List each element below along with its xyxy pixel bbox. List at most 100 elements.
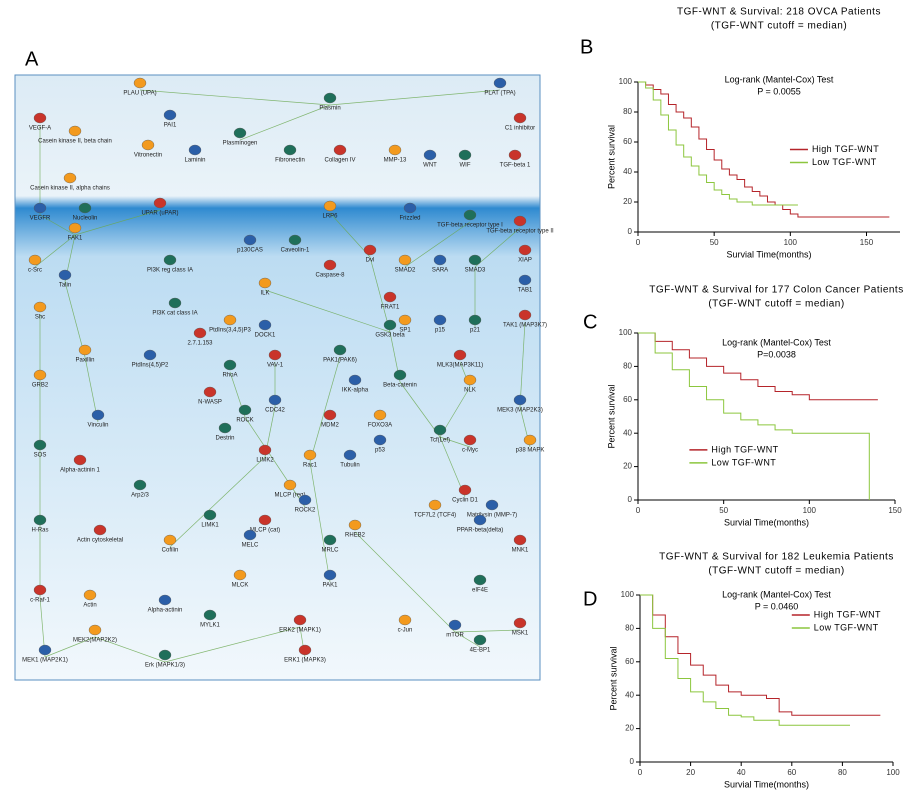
node-label: c-Jun: [398, 628, 413, 634]
pathway-node: [64, 173, 76, 183]
node-label: H-Ras: [31, 528, 48, 534]
x-axis-label: Survial Time(months): [724, 779, 809, 789]
node-label: VEGF-A: [29, 126, 51, 132]
pathway-node: [234, 570, 246, 580]
pathway-node: [134, 480, 146, 490]
y-tick-label: 20: [623, 462, 632, 471]
pathway-node: [284, 145, 296, 155]
y-tick-label: 80: [623, 107, 632, 116]
node-label: p15: [435, 328, 446, 334]
pathway-node: [154, 198, 166, 208]
node-label: Talin: [59, 283, 71, 289]
pathway-node: [194, 328, 206, 338]
pathway-node: [259, 515, 271, 525]
pathway-node: [164, 110, 176, 120]
pathway-node: [404, 203, 416, 213]
node-label: ROCK2: [295, 508, 316, 514]
pathway-node: [434, 425, 446, 435]
pathway-node: [294, 615, 306, 625]
node-label: N-WASP: [198, 400, 222, 406]
y-tick-label: 40: [625, 690, 634, 699]
y-axis-label: Percent survival: [606, 384, 616, 448]
node-label: IKK-alpha: [342, 388, 369, 394]
node-label: Fibronectin: [275, 158, 305, 164]
node-label: WIF: [460, 163, 471, 169]
annotation: P = 0.0055: [757, 86, 801, 96]
panel-label: D: [583, 588, 597, 610]
pathway-node: [34, 302, 46, 312]
x-tick-label: 80: [838, 768, 847, 777]
node-label: FAK1: [68, 236, 83, 242]
pathway-node: [169, 298, 181, 308]
node-label: Arp2/3: [131, 493, 149, 499]
node-label: Erk (MAPK1/3): [145, 663, 185, 669]
x-tick-label: 40: [737, 768, 746, 777]
node-label: Shc: [35, 315, 45, 321]
survival-curve: [638, 82, 798, 205]
pathway-node: [349, 520, 361, 530]
pathway-node: [324, 570, 336, 580]
pathway-node: [269, 395, 281, 405]
node-label: CDC42: [265, 408, 285, 414]
annotation: Log-rank (Mantel-Cox) Test: [722, 589, 831, 599]
pathway-node: [244, 530, 256, 540]
pathway-node: [434, 255, 446, 265]
pathway-node: [189, 145, 201, 155]
pathway-node: [509, 150, 521, 160]
pathway-node: [469, 315, 481, 325]
pathway-node: [334, 345, 346, 355]
pathway-node: [204, 387, 216, 397]
pathway-node: [244, 235, 256, 245]
node-label: c-Myc: [462, 448, 478, 454]
y-tick-label: 100: [619, 328, 633, 337]
node-label: PAI1: [164, 123, 177, 129]
pathway-node: [394, 370, 406, 380]
pathway-node: [289, 235, 301, 245]
pathway-node: [399, 315, 411, 325]
node-label: Collagen IV: [324, 158, 355, 164]
chart-subtitle: (TGF-WNT cutoff = median): [708, 566, 844, 577]
pathway-node: [324, 93, 336, 103]
y-tick-label: 60: [625, 657, 634, 666]
x-tick-label: 150: [888, 506, 902, 515]
node-label: NLK: [464, 388, 476, 394]
node-label: MMP-13: [384, 158, 407, 164]
node-label: MNK1: [512, 548, 529, 554]
pathway-node: [164, 535, 176, 545]
y-tick-label: 40: [623, 167, 632, 176]
node-label: Caveolin-1: [281, 248, 310, 254]
node-label: DOCK1: [255, 333, 276, 339]
pathway-node: [334, 145, 346, 155]
node-label: FOXO3A: [368, 423, 392, 429]
node-label: 2.7.1.153: [187, 341, 213, 347]
pathway-node: [364, 245, 376, 255]
pathway-node: [514, 618, 526, 628]
y-tick-label: 0: [628, 495, 633, 504]
pathway-node: [434, 315, 446, 325]
node-label: PI3K cat class IA: [152, 311, 197, 317]
pathway-node: [34, 113, 46, 123]
node-label: UPAR (uPAR): [141, 211, 178, 217]
annotation: Log-rank (Mantel-Cox) Test: [725, 74, 834, 84]
x-tick-label: 50: [710, 238, 719, 247]
x-tick-label: 0: [636, 238, 641, 247]
x-tick-label: 0: [636, 506, 641, 515]
node-label: ILK: [260, 291, 269, 297]
node-label: ROCK: [236, 418, 253, 424]
node-label: Casein kinase II, beta chain: [38, 139, 112, 145]
node-label: Dvl: [366, 258, 375, 264]
node-label: MDM2: [321, 423, 339, 429]
pathway-node: [234, 128, 246, 138]
node-label: Beta-catenin: [383, 383, 417, 389]
pathway-node: [389, 145, 401, 155]
legend-label: High TGF-WNT: [711, 444, 778, 454]
pathway-node: [324, 260, 336, 270]
node-label: Alpha-actinin 1: [60, 468, 100, 474]
pathway-node: [34, 440, 46, 450]
pathway-node: [474, 635, 486, 645]
node-label: MEK2(MAP2K2): [73, 638, 117, 644]
node-label: LIMK2: [256, 458, 274, 464]
annotation: P=0.0038: [757, 349, 796, 359]
x-tick-label: 60: [787, 768, 796, 777]
pathway-node: [79, 345, 91, 355]
